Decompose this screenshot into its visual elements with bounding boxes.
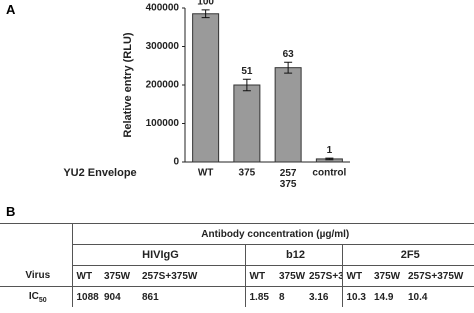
bar — [192, 13, 220, 163]
column-header: 257S+375W — [138, 265, 245, 287]
ic50-value: 3.16 — [305, 286, 342, 307]
table-row: VirusWT375W257S+375WWT375W257S+375WWT375… — [0, 265, 474, 287]
table-row: Antibody concentration (µg/ml) — [0, 223, 474, 245]
error-bar — [242, 78, 251, 92]
data-table: Antibody concentration (µg/ml) HIVIgG b12 2… — [0, 223, 474, 307]
column-header: 375W — [275, 265, 305, 287]
chart: 0 100000 200000 300000 400000 Relative entry … — [63, 0, 350, 190]
error-bar — [201, 9, 210, 19]
x-tick-label: 257 375 — [280, 168, 297, 190]
table-cell — [0, 223, 72, 245]
annotation: 100 — [197, 0, 214, 8]
table-row: HIVIgG b12 2F5 — [0, 244, 474, 266]
row-label-subscript: 50 — [38, 296, 47, 304]
column-header: 375W — [100, 265, 138, 287]
ic50-value: 8 — [275, 286, 305, 307]
x-tick-label: control — [312, 168, 346, 179]
bar — [274, 67, 302, 163]
column-header: 257S+375W — [305, 265, 342, 287]
ic50-value: 14.9 — [370, 286, 404, 307]
column-header: 375W — [370, 265, 404, 287]
ic50-value: 861 — [138, 286, 245, 307]
y-tick-label: 400000 — [146, 3, 180, 14]
group-header: 2F5 — [341, 244, 474, 266]
group-header: HIVIgG — [71, 244, 245, 266]
column-header: WT — [341, 265, 370, 287]
ic50-value: 10.4 — [404, 286, 474, 307]
table-row: IC50 1088 904 861 1.85 8 3.16 10.3 14.9 10.4 — [0, 286, 474, 307]
x-tick-label: 375 — [239, 168, 256, 179]
annotation: 63 — [283, 49, 295, 60]
error-bar — [284, 61, 293, 74]
annotation: 51 — [241, 66, 253, 77]
column-header: WT — [244, 265, 275, 287]
x-axis-title: YU2 Envelope — [63, 167, 136, 179]
ic50-value: 904 — [100, 286, 138, 307]
table-header: Antibody concentration (µg/ml) — [71, 223, 474, 245]
bar — [233, 84, 261, 163]
panel-label: B — [6, 204, 16, 219]
column-header: 257S+375W — [404, 265, 474, 287]
table-cell — [0, 245, 72, 266]
ic50-value: 1.85 — [244, 286, 275, 307]
column-header: WT — [71, 265, 100, 287]
group-header: b12 — [244, 244, 342, 266]
row-label-text: IC — [28, 290, 39, 302]
x-tick-label: WT — [198, 168, 214, 179]
y-tick-label: 0 — [173, 157, 179, 168]
row-header: Virus — [25, 270, 51, 282]
row-label: IC50 — [0, 286, 72, 307]
annotation: 1 — [327, 145, 333, 156]
error-bar — [325, 157, 334, 161]
y-tick-label: 200000 — [146, 80, 180, 91]
y-tick-label: 300000 — [146, 41, 180, 52]
ic50-value: 10.3 — [341, 286, 370, 307]
ic50-value: 1088 — [71, 286, 100, 307]
y-axis-title: Relative entry (RLU) — [122, 32, 134, 137]
y-tick-label: 100000 — [146, 118, 180, 129]
panel-label: A — [6, 2, 16, 17]
